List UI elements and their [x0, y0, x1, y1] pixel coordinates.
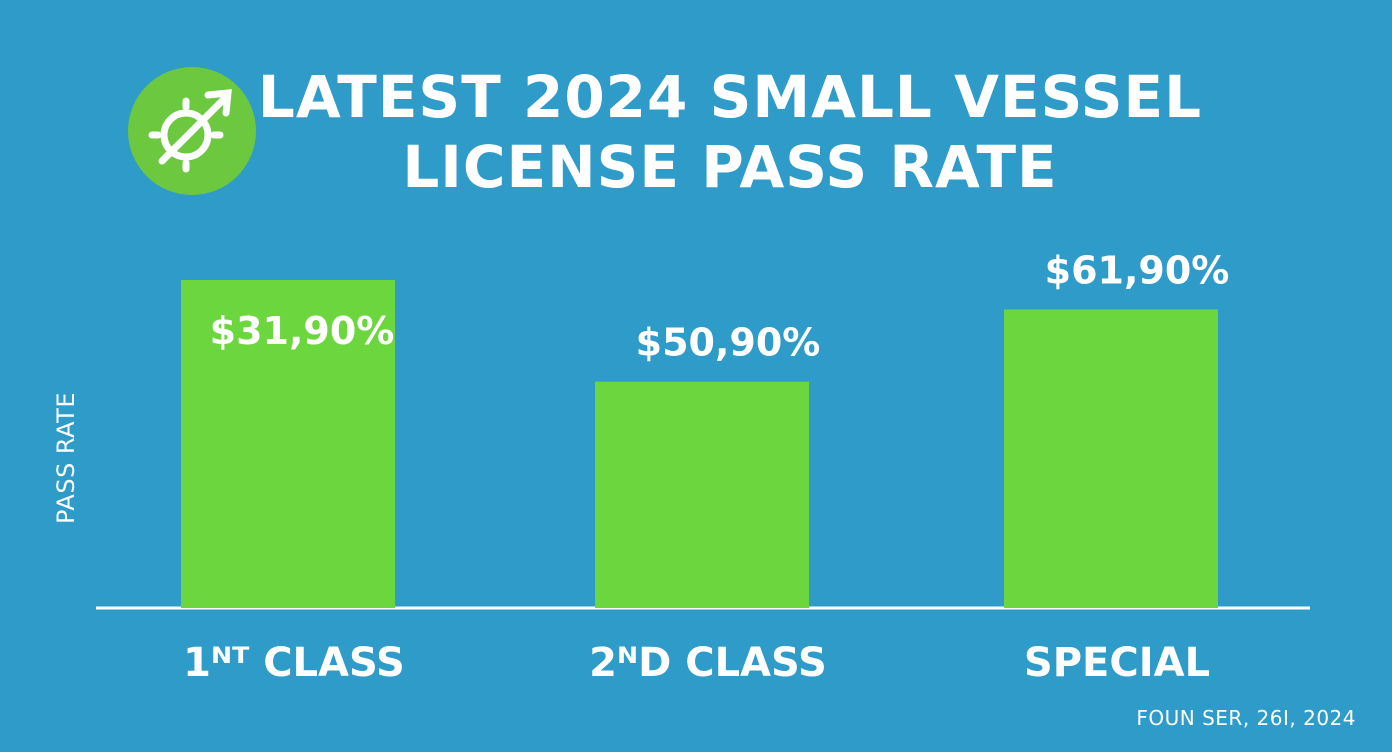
- title-line-2: LICENSE PASS RATE: [402, 133, 1058, 201]
- source-footnote: FOUN SER, 26I, 2024: [1136, 706, 1356, 730]
- bar-1: [181, 280, 395, 608]
- title-line-1: LATEST 2024 SMALL VESSEL: [257, 63, 1203, 131]
- x-tick-label-2: 2ᴺD CLASS: [589, 640, 827, 686]
- bar-3: [1004, 309, 1218, 608]
- logo: [128, 67, 256, 195]
- x-tick-label-3: SPECIAL: [1024, 640, 1210, 686]
- bar-2: [595, 381, 809, 608]
- data-label-3: $61,90%: [1045, 249, 1230, 293]
- helm-arrow-icon: [148, 89, 232, 173]
- data-label-1: $31,90%: [210, 309, 395, 353]
- chart-title: LATEST 2024 SMALL VESSEL LICENSE PASS RA…: [230, 62, 1230, 202]
- x-tick-label-1: 1ᴺᵀ CLASS: [183, 640, 405, 686]
- data-label-2: $50,90%: [636, 321, 821, 365]
